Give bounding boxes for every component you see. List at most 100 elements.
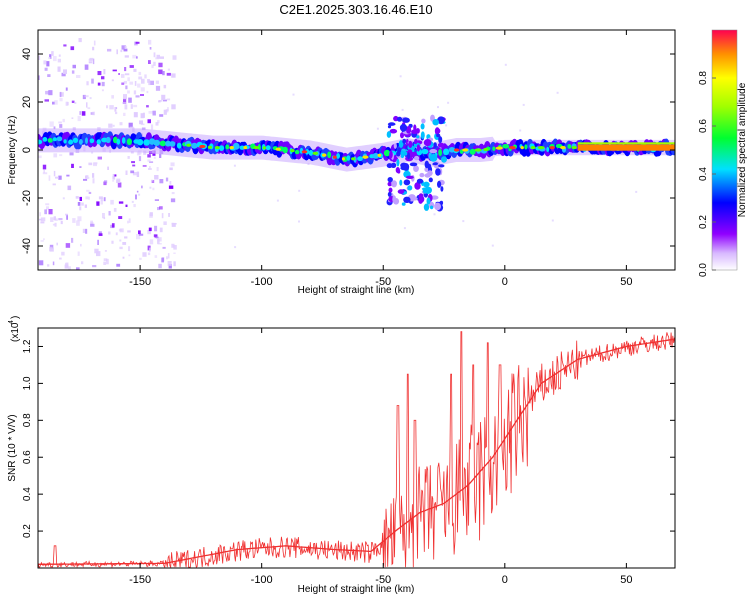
noise-speckle: [123, 112, 126, 116]
noise-speckle: [118, 73, 120, 75]
noise-speckle: [142, 112, 145, 118]
noise-speckle: [59, 92, 64, 97]
noise-speckle: [44, 209, 47, 215]
noise-speckle: [57, 66, 61, 72]
noise-speckle: [97, 156, 102, 160]
noise-speckle: [233, 164, 236, 167]
scatter-blob: [423, 203, 430, 211]
ridge-hotspot: [462, 148, 469, 152]
scatter-blob: [420, 131, 425, 139]
snr-y-axis-label: SNR (10 * V/V): [7, 414, 18, 481]
noise-speckle: [504, 63, 507, 66]
noise-speckle: [154, 255, 158, 258]
ridge-core: [239, 145, 245, 150]
scatter-blob: [387, 122, 396, 126]
noise-speckle: [52, 261, 55, 266]
noise-speckle: [139, 120, 143, 125]
y-tick-label: 0.6: [22, 450, 33, 464]
y-tick-label: 1.2: [22, 339, 33, 353]
ridge-core: [176, 142, 182, 149]
noise-speckle: [104, 180, 108, 184]
scatter-blob: [406, 125, 412, 134]
noise-speckle: [48, 175, 51, 181]
noise-speckle: [154, 175, 159, 180]
colorbar-tick-label: 0.2: [698, 215, 709, 229]
ridge-core: [191, 142, 198, 149]
noise-speckle: [124, 67, 127, 72]
noise-speckle: [155, 85, 161, 91]
noise-speckle: [136, 190, 139, 193]
ridge-core: [169, 141, 176, 147]
noise-speckle: [140, 113, 144, 119]
y-tick-label: 40: [21, 48, 33, 60]
noise-speckle: [157, 207, 160, 211]
noise-speckle: [124, 236, 128, 239]
x-tick-label: 0: [502, 276, 508, 288]
noise-speckle: [79, 111, 82, 115]
noise-speckle: [77, 202, 81, 206]
x-tick-label: -100: [251, 276, 273, 288]
spectrogram-x-axis-label: Height of straight line (km): [298, 285, 415, 296]
noise-speckle: [131, 161, 135, 164]
scatter-blob: [407, 185, 413, 191]
noise-speckle: [55, 176, 59, 179]
scatter-blob: [400, 132, 404, 139]
noise-speckle: [124, 55, 129, 58]
scatter-blob: [397, 169, 401, 174]
noise-speckle: [169, 181, 172, 185]
noise-speckle: [173, 252, 176, 254]
snr-plot-area: [38, 328, 675, 568]
ridge-core: [225, 144, 230, 150]
snr-frame: [37, 327, 676, 569]
noise-speckle: [138, 233, 144, 236]
scatter-blob: [405, 175, 414, 179]
noise-speckle: [171, 73, 176, 78]
noise-speckle: [130, 104, 133, 109]
ridge-core: [294, 149, 300, 155]
noise-speckle: [108, 231, 111, 235]
noise-speckle: [112, 69, 117, 72]
noise-speckle: [161, 94, 166, 101]
spectrogram-hotspots: [186, 142, 675, 161]
noise-speckle: [116, 49, 118, 55]
noise-speckle: [132, 172, 138, 176]
noise-speckle: [93, 40, 96, 46]
noise-speckle: [138, 230, 141, 235]
snr-series-trend: [38, 338, 675, 565]
scatter-blob: [402, 138, 407, 144]
ridge-hotspot: [351, 157, 356, 161]
scatter-blob: [427, 170, 433, 177]
noise-speckle: [112, 175, 116, 180]
scatter-blob: [400, 150, 405, 159]
scatter-blob: [441, 156, 447, 163]
noise-speckle: [156, 236, 159, 239]
ridge-hotspot: [453, 148, 460, 152]
scatter-blob: [393, 143, 397, 149]
noise-speckle: [59, 91, 62, 98]
scatter-blob: [401, 202, 406, 206]
noise-speckle: [70, 46, 75, 51]
noise-speckle: [44, 67, 48, 71]
noise-speckle: [65, 243, 71, 248]
noise-speckle: [122, 102, 127, 105]
noise-speckle: [66, 214, 68, 220]
noise-speckle: [138, 193, 141, 196]
noise-speckle: [60, 221, 63, 225]
ridge-core: [63, 139, 67, 144]
noise-speckle: [170, 162, 175, 167]
noise-speckle: [401, 108, 404, 111]
noise-speckle: [92, 173, 95, 178]
noise-speckle: [165, 109, 169, 113]
noise-speckle: [376, 127, 379, 130]
noise-speckle: [121, 45, 126, 50]
ridge-core: [143, 139, 150, 146]
noise-speckle: [155, 57, 160, 60]
ridge-core: [265, 145, 271, 151]
noise-speckle: [101, 89, 104, 92]
scatter-blob: [427, 163, 432, 170]
ridge-core: [336, 153, 340, 159]
x-tick-label: -50: [375, 276, 391, 288]
noise-speckle: [128, 122, 133, 128]
noise-speckle: [172, 55, 177, 60]
